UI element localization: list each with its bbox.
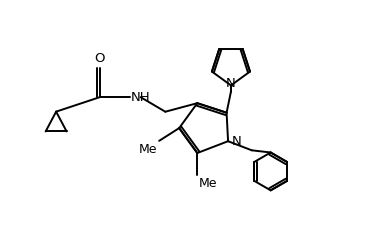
Text: N: N [226,77,236,90]
Text: N: N [231,135,241,148]
Text: O: O [94,53,105,65]
Text: Me: Me [199,177,218,190]
Text: NH: NH [131,91,150,104]
Text: Me: Me [139,143,157,156]
